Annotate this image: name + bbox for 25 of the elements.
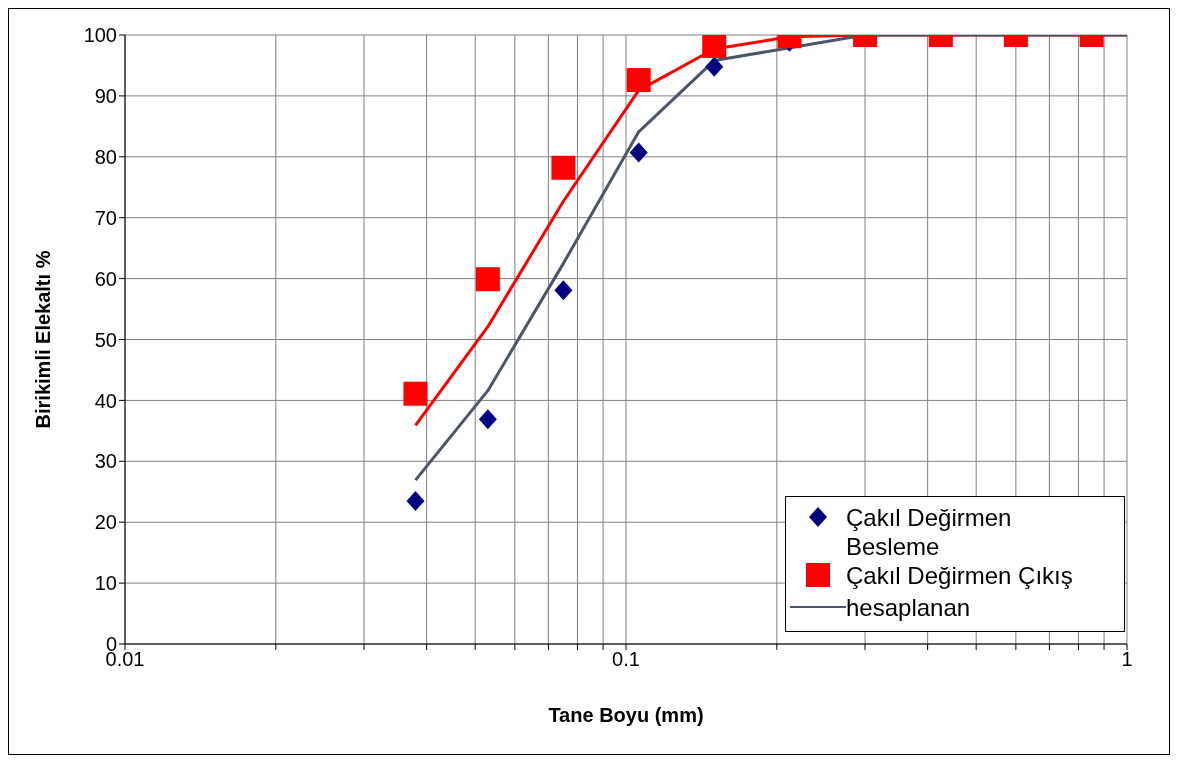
y-axis-title: Birikimli Elekaltı % bbox=[32, 250, 55, 429]
x-tick-label: 1 bbox=[1121, 648, 1133, 671]
y-tick-label: 10 bbox=[94, 572, 117, 595]
legend-label: Çakıl Değirmen Çıkış bbox=[846, 561, 1074, 590]
point bbox=[626, 68, 651, 93]
point bbox=[478, 409, 497, 430]
y-tick-label: 20 bbox=[94, 511, 117, 534]
point bbox=[475, 267, 500, 292]
y-tick-label: 80 bbox=[94, 145, 117, 168]
y-tick-label: 90 bbox=[94, 85, 117, 107]
y-tick-label: 60 bbox=[94, 267, 117, 290]
y-tick-label: 100 bbox=[83, 24, 117, 47]
x-axis-title: Tane Boyu (mm) bbox=[548, 704, 704, 726]
point bbox=[629, 142, 648, 163]
y-tick-label: 50 bbox=[94, 328, 117, 351]
point bbox=[702, 35, 727, 58]
legend-label: Çakıl Değirmen Besleme bbox=[846, 503, 1013, 561]
y-tick-label: 70 bbox=[94, 206, 117, 229]
legend-label: hesaplanan bbox=[846, 593, 972, 622]
x-tick-label: 0.1 bbox=[612, 648, 640, 671]
point bbox=[705, 56, 724, 77]
point bbox=[551, 155, 576, 180]
point bbox=[554, 280, 573, 301]
y-tick-label: 30 bbox=[94, 450, 117, 473]
y-tick-label: 40 bbox=[94, 389, 117, 412]
